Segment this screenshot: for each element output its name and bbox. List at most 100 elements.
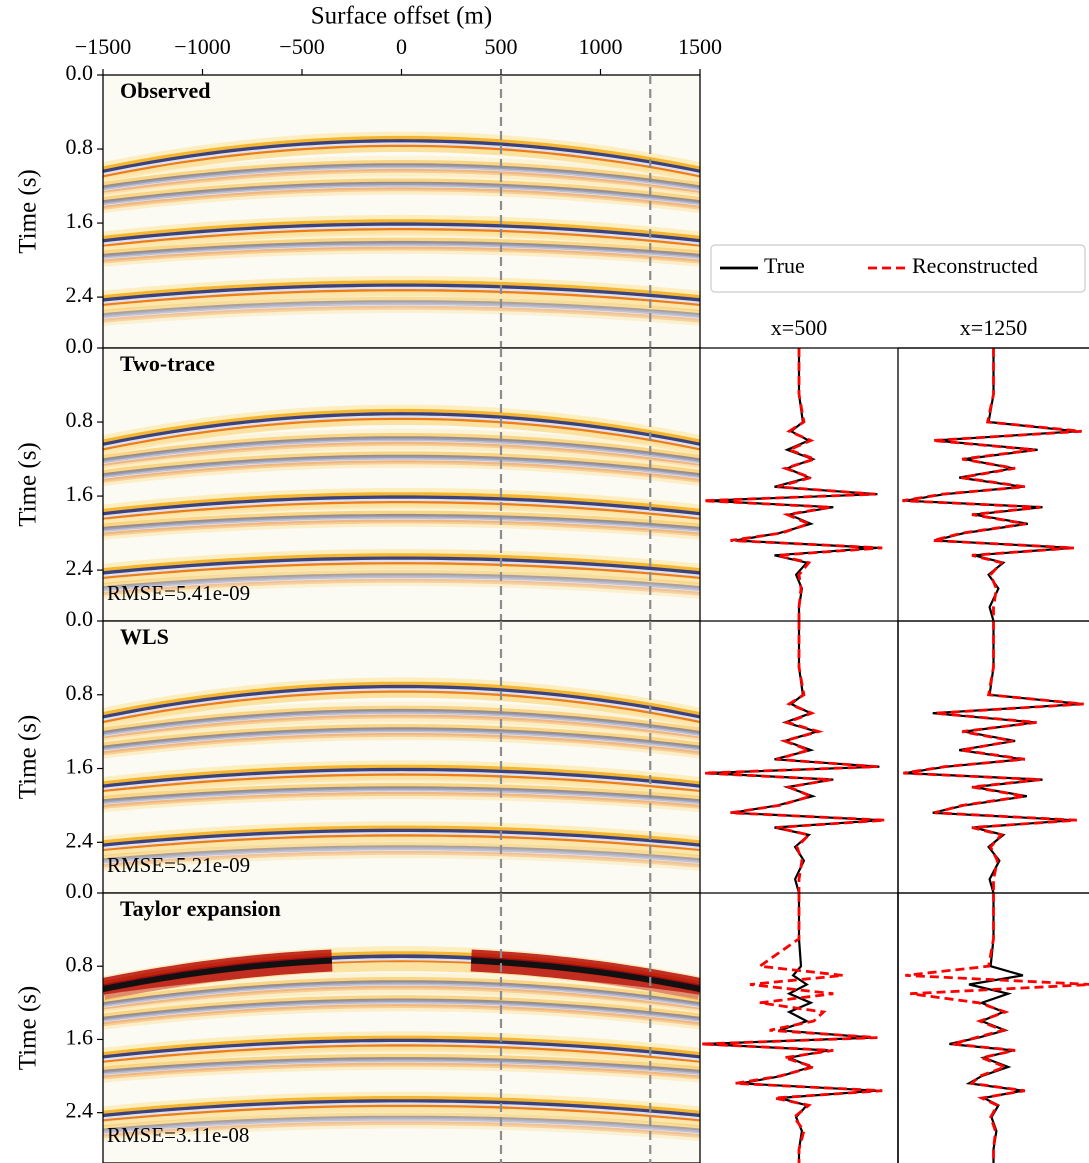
event-band (103, 240, 700, 259)
rmse-label: RMSE=5.41e-09 (107, 581, 250, 605)
event-band (103, 1064, 700, 1083)
event-band (103, 705, 700, 733)
event-band (103, 1038, 700, 1061)
event-band (103, 436, 700, 464)
trace-panel (700, 893, 883, 1163)
event-band (103, 1091, 700, 1114)
event-band (103, 712, 700, 739)
y-axis-label: Time (s) (15, 986, 42, 1071)
legend-label: True (764, 253, 805, 278)
event-band (103, 1053, 700, 1072)
event-band (103, 701, 700, 731)
trace-panel (703, 621, 886, 893)
event-band (103, 181, 700, 206)
event-band (103, 506, 700, 527)
y-axis-label: Time (s) (15, 715, 42, 800)
event-band (103, 1060, 700, 1078)
event-band (103, 296, 700, 315)
event-band (103, 300, 700, 319)
event-band (103, 983, 700, 1010)
event-band (103, 228, 700, 249)
event-band (103, 692, 700, 729)
event-band (103, 441, 700, 468)
event-band (103, 730, 700, 753)
event-band (103, 447, 700, 473)
y-tick-label: 1.6 (66, 481, 94, 506)
trace-line (703, 621, 886, 893)
x-tick-label: −1000 (174, 34, 230, 59)
event-band (103, 559, 700, 579)
event-band (103, 688, 700, 723)
event-band (103, 995, 700, 1019)
trace-line (705, 621, 883, 893)
event-band (103, 972, 700, 1002)
x-tick-label: −500 (279, 34, 324, 59)
event-band (103, 415, 700, 450)
event-band (103, 292, 700, 313)
trace-panel (902, 348, 1082, 621)
y-tick-label: 2.4 (66, 1098, 94, 1123)
event-band (103, 1104, 700, 1124)
x-tick-label: 1000 (579, 34, 623, 59)
event-band (103, 1112, 700, 1131)
event-band (103, 837, 700, 858)
event-band (103, 684, 700, 721)
event-band (103, 408, 700, 445)
event-band (103, 1115, 700, 1134)
y-axis-label: Time (s) (15, 169, 42, 254)
event-band (103, 519, 700, 537)
event-band (103, 825, 700, 846)
event-band (103, 404, 700, 443)
event-band (103, 420, 700, 456)
event-band (103, 185, 700, 208)
x-axis-label: Surface offset (m) (311, 3, 492, 30)
event-band (103, 1001, 700, 1025)
event-band (103, 565, 700, 586)
event-band (103, 957, 333, 993)
trace-line (905, 348, 1077, 621)
event-band (103, 985, 700, 1012)
event-band (103, 783, 700, 801)
event-band (103, 163, 700, 191)
event-band (103, 845, 700, 864)
event-band (103, 778, 700, 799)
event-band (103, 714, 700, 741)
x-tick-label: 0 (396, 34, 407, 59)
event-band (103, 564, 700, 585)
event-band (103, 451, 700, 475)
event-band (103, 246, 700, 264)
y-tick-label: 1.6 (66, 1024, 94, 1049)
event-band (103, 439, 700, 466)
event-band (103, 286, 700, 306)
event-band (103, 498, 700, 520)
y-tick-label: 0.0 (66, 878, 94, 903)
event-band (103, 789, 700, 807)
event-band (103, 773, 700, 794)
event-band (103, 576, 700, 594)
event-band (103, 412, 700, 448)
trace-line (903, 621, 1084, 893)
column-title: x=500 (771, 315, 827, 340)
event-band (103, 147, 700, 183)
event-band (103, 719, 700, 746)
event-band (103, 233, 700, 254)
event-band (103, 1003, 700, 1027)
event-band (103, 850, 700, 868)
panel-title: Two-trace (120, 351, 215, 376)
event-band (103, 998, 700, 1022)
y-tick-label: 2.4 (66, 555, 94, 580)
y-tick-label: 0.8 (66, 407, 94, 432)
event-band (103, 237, 700, 256)
event-band (103, 771, 700, 792)
column-title: x=1250 (960, 315, 1027, 340)
event-band (103, 1035, 700, 1057)
event-band (103, 836, 700, 857)
event-band (103, 1031, 700, 1055)
event-band (103, 225, 700, 247)
event-band (103, 1096, 700, 1116)
event-band (103, 1006, 700, 1030)
event-band (103, 174, 700, 200)
event-band (103, 291, 700, 312)
trace-line (949, 893, 1024, 1163)
rmse-label: RMSE=3.11e-08 (107, 1123, 249, 1147)
